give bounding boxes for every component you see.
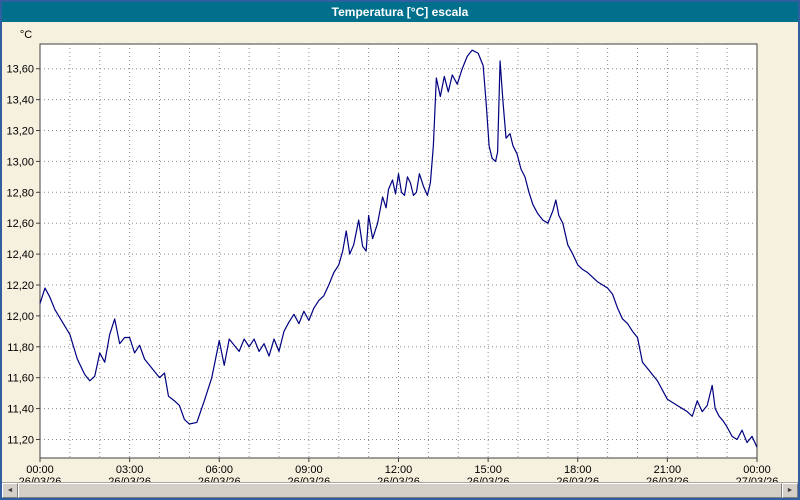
y-tick-label: 11,20: [7, 434, 34, 446]
horizontal-scrollbar[interactable]: ◄ ►: [2, 482, 798, 498]
x-axis-labels: 00:0026/03/2603:0026/03/2606:0026/03/260…: [19, 458, 779, 482]
x-tick-date: 26/03/26: [556, 476, 599, 482]
x-tick-time: 00:00: [743, 464, 771, 476]
x-tick-time: 00:00: [26, 464, 54, 476]
x-tick-time: 09:00: [295, 464, 323, 476]
x-tick-date: 26/03/26: [19, 476, 62, 482]
y-tick-label: 13,20: [6, 126, 34, 138]
grid-lines: [40, 44, 757, 458]
chart-area: 13,60 13,40 13,20 13,00 12,80 12,60 12,40 12,20…: [2, 22, 798, 482]
y-tick-label: 11,40: [7, 404, 34, 416]
plot-background: [39, 43, 758, 459]
y-tick-label: 12,80: [6, 187, 34, 199]
x-tick-date: 26/03/26: [287, 476, 330, 482]
left-arrow-icon: ◄: [6, 487, 14, 494]
x-tick-date: 27/03/26: [736, 476, 779, 482]
y-axis-unit: °C: [20, 29, 32, 41]
chart-line: [39, 49, 758, 448]
y-tick-label: 12,40: [6, 249, 34, 261]
y-axis-labels: 13,60 13,40 13,20 13,00 12,80 12,60 12,40 12,20…: [6, 29, 40, 446]
y-tick-label: 13,60: [6, 64, 34, 76]
temperature-chart: 13,60 13,40 13,20 13,00 12,80 12,60 12,40 12,20…: [6, 29, 779, 482]
y-tick-label: 13,00: [6, 156, 34, 168]
scroll-left-button[interactable]: ◄: [2, 483, 18, 498]
x-tick-date: 26/03/26: [198, 476, 241, 482]
x-tick-date: 26/03/26: [467, 476, 510, 482]
y-tick-label: 12,20: [6, 280, 34, 292]
x-tick-date: 26/03/26: [377, 476, 420, 482]
x-tick-time: 21:00: [654, 464, 682, 476]
x-tick-time: 15:00: [474, 464, 502, 476]
x-tick-time: 18:00: [564, 464, 592, 476]
y-tick-label: 11,60: [7, 373, 34, 385]
y-tick-label: 11,80: [7, 342, 34, 354]
right-arrow-icon: ►: [786, 487, 794, 494]
x-tick-date: 26/03/26: [108, 476, 151, 482]
window-title: Temperatura [°C] escala: [331, 5, 469, 19]
series-Temperatura: [39, 49, 758, 448]
scrollbar-thumb[interactable]: [18, 483, 782, 498]
y-tick-label: 12,00: [6, 311, 34, 323]
x-tick-time: 12:00: [385, 464, 413, 476]
scrollbar-track[interactable]: [18, 483, 782, 498]
scroll-right-button[interactable]: ►: [782, 483, 798, 498]
x-tick-time: 06:00: [205, 464, 233, 476]
y-tick-label: 13,40: [6, 95, 34, 107]
window-titlebar: Temperatura [°C] escala: [2, 2, 798, 22]
y-tick-label: 12,60: [6, 218, 34, 230]
x-tick-time: 03:00: [116, 464, 144, 476]
x-tick-date: 26/03/26: [646, 476, 689, 482]
